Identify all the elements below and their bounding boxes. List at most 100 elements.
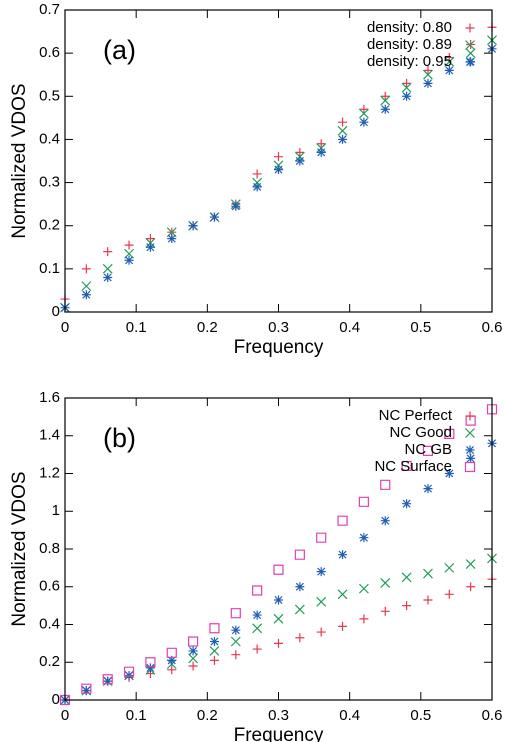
x-tick-label: 0.5 xyxy=(410,707,431,724)
data-point xyxy=(252,644,262,654)
data-point xyxy=(316,627,326,637)
data-point xyxy=(103,272,113,282)
x-tick-label: 0.6 xyxy=(482,319,503,336)
data-point xyxy=(380,516,390,526)
data-point xyxy=(252,610,262,620)
y-tick-label: 0.5 xyxy=(39,87,60,104)
y-tick-label: 0.1 xyxy=(39,260,60,277)
data-point xyxy=(209,636,219,646)
data-point xyxy=(402,499,412,509)
data-point xyxy=(123,666,135,677)
x-tick-label: 0.2 xyxy=(197,707,218,724)
data-point xyxy=(359,533,369,543)
panel-label: (a) xyxy=(103,35,136,65)
data-point xyxy=(316,147,326,157)
data-point xyxy=(145,657,156,668)
plot-frame xyxy=(64,397,493,701)
data-point xyxy=(81,281,92,292)
x-tick-label: 0.1 xyxy=(126,319,147,336)
data-point xyxy=(145,663,155,673)
y-tick-label: 0 xyxy=(52,691,60,708)
panel: 0 0.1 0.2 0.3 0.4 0.5 0.6 0.7 0 0.1 0.2 0.3 0.4 0.5 0.… xyxy=(9,1,502,358)
data-point xyxy=(423,65,433,75)
y-tick-label: 1.4 xyxy=(39,427,60,444)
data-point xyxy=(359,614,369,624)
data-point xyxy=(252,169,262,179)
data-point xyxy=(274,152,283,162)
data-point xyxy=(358,108,369,119)
y-tick-label: 1.6 xyxy=(39,389,60,406)
data-point xyxy=(444,428,455,439)
data-point xyxy=(295,147,305,157)
data-point xyxy=(166,647,177,658)
x-tick-label: 0.5 xyxy=(410,319,431,336)
y-axis-title: Normalized VDOS xyxy=(9,471,30,626)
x-tick-label: 0 xyxy=(61,319,69,336)
data-point xyxy=(145,234,155,244)
data-point xyxy=(380,104,390,114)
data-point xyxy=(145,242,155,252)
data-point xyxy=(231,625,241,635)
data-point xyxy=(188,646,198,656)
data-point xyxy=(252,623,263,634)
y-tick-label: 0.7 xyxy=(39,1,60,18)
legend-marker xyxy=(465,428,475,438)
data-point xyxy=(444,65,454,75)
data-point xyxy=(167,655,177,665)
data-point xyxy=(295,633,305,643)
data-point xyxy=(466,582,476,592)
data-point xyxy=(316,567,326,577)
y-tick-label: 0.4 xyxy=(39,130,60,147)
legend-label: NC GB xyxy=(404,441,452,458)
data-point xyxy=(167,234,177,244)
data-point xyxy=(444,589,454,599)
y-tick-label: 0.2 xyxy=(39,217,60,234)
y-tick-label: 0.2 xyxy=(39,653,60,670)
data-point xyxy=(465,415,476,426)
data-point xyxy=(338,621,348,631)
data-point xyxy=(380,479,391,490)
legend-label: density: 0.89 xyxy=(367,36,452,53)
data-point xyxy=(252,585,263,596)
data-point xyxy=(102,674,113,685)
data-point xyxy=(230,608,241,619)
plot-frame xyxy=(64,9,493,313)
data-point xyxy=(252,182,262,192)
y-tick-label: 1 xyxy=(52,502,60,519)
x-tick-label: 0.4 xyxy=(339,319,360,336)
data-point xyxy=(465,559,476,570)
data-point xyxy=(231,201,241,211)
data-point xyxy=(81,264,91,274)
data-point xyxy=(209,646,220,656)
data-point xyxy=(188,653,199,664)
y-axis-title: Normalized VDOS xyxy=(9,83,30,238)
data-point xyxy=(444,52,454,62)
data-point xyxy=(102,263,113,274)
data-point xyxy=(231,650,241,660)
data-point xyxy=(273,564,284,575)
data-point xyxy=(209,655,219,665)
data-point xyxy=(338,550,348,560)
legend-label: density: 0.80 xyxy=(367,19,452,36)
legend-label: NC Surface xyxy=(374,458,452,475)
data-point xyxy=(444,56,455,67)
data-point xyxy=(337,125,348,136)
data-point xyxy=(401,460,412,472)
legend-marker xyxy=(465,57,475,67)
x-tick-label: 0 xyxy=(61,707,69,724)
data-point xyxy=(188,636,199,647)
data-point xyxy=(316,139,326,149)
panel: 0 0.2 0.4 0.6 0.8 1 1.2 1.4 1.6 0 0.1 0.2 0.3 0.4 0.5 0… xyxy=(9,389,502,742)
legend-marker xyxy=(465,23,475,33)
data-point xyxy=(209,623,220,634)
data-point xyxy=(273,613,284,624)
data-point xyxy=(124,255,134,265)
data-point xyxy=(188,661,198,671)
legend-marker xyxy=(465,411,475,421)
y-tick-label: 0.6 xyxy=(39,578,60,595)
data-point xyxy=(359,117,369,127)
x-tick-label: 0.3 xyxy=(268,319,289,336)
data-point xyxy=(316,532,327,543)
data-point xyxy=(444,562,455,573)
data-point xyxy=(274,165,283,175)
